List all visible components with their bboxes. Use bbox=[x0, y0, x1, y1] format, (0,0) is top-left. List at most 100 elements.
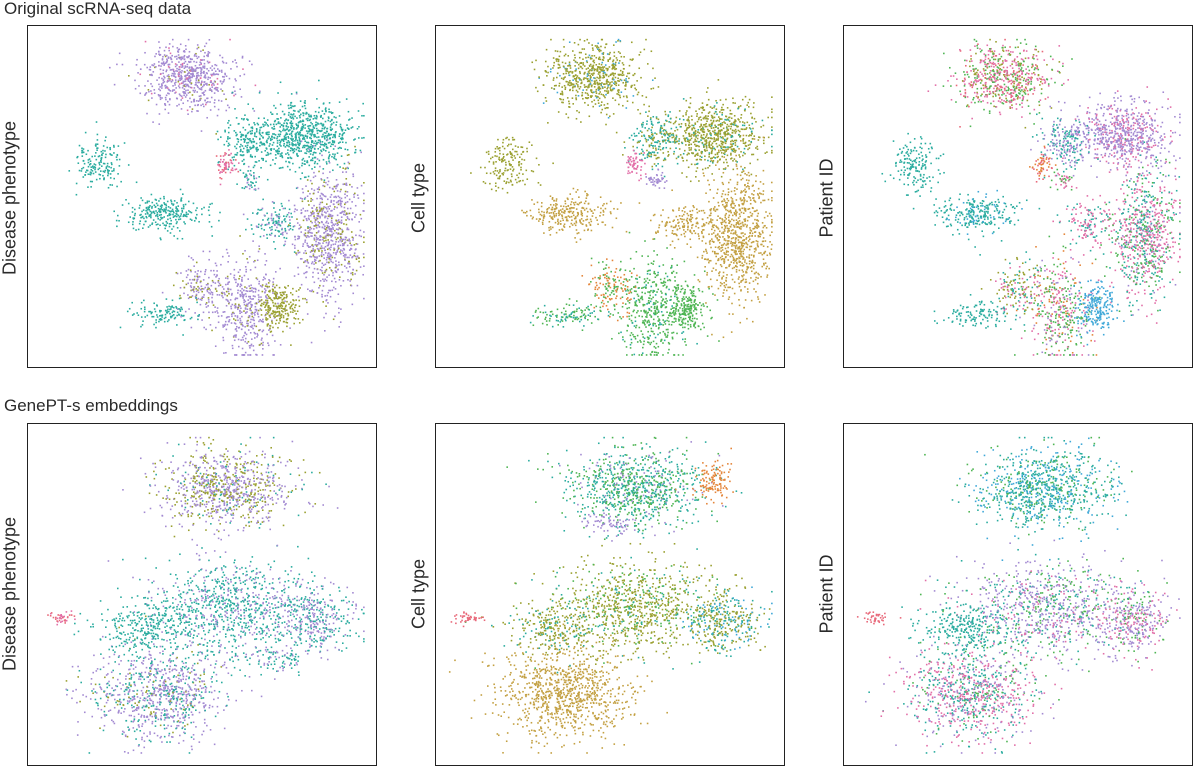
cell-point bbox=[331, 214, 334, 217]
cell-point bbox=[254, 259, 256, 262]
cell-point bbox=[329, 215, 331, 218]
cell-point bbox=[172, 68, 174, 71]
cell-point bbox=[218, 219, 220, 222]
cell-point bbox=[344, 190, 347, 193]
cell-point bbox=[300, 211, 303, 214]
cell-point bbox=[155, 326, 157, 329]
cell-point bbox=[279, 133, 282, 136]
cell-point bbox=[306, 160, 309, 162]
cell-point bbox=[191, 108, 194, 110]
cell-point bbox=[235, 330, 238, 332]
cell-point bbox=[237, 162, 240, 164]
cell-point bbox=[682, 98, 685, 100]
cell-point bbox=[227, 165, 230, 168]
cell-point bbox=[329, 128, 332, 131]
cell-point bbox=[620, 55, 623, 58]
cell-point bbox=[593, 59, 595, 62]
cell-point bbox=[571, 72, 574, 74]
cell-point bbox=[233, 335, 235, 337]
cell-point bbox=[298, 150, 301, 153]
cell-point bbox=[363, 236, 365, 239]
cell-point bbox=[102, 152, 104, 155]
cell-point bbox=[246, 144, 249, 147]
cluster-12 bbox=[236, 165, 260, 191]
cell-point bbox=[305, 144, 307, 147]
cell-point bbox=[311, 221, 313, 224]
cell-point bbox=[152, 210, 155, 213]
cell-point bbox=[269, 331, 272, 333]
cell-point bbox=[210, 96, 213, 99]
cell-point bbox=[248, 60, 251, 62]
cell-point bbox=[164, 316, 167, 319]
cell-point bbox=[137, 72, 139, 74]
cell-point bbox=[607, 86, 609, 89]
cell-point bbox=[271, 228, 273, 231]
cell-point bbox=[203, 45, 206, 48]
cell-point bbox=[351, 126, 354, 128]
cell-point bbox=[187, 113, 189, 115]
cell-point bbox=[721, 129, 723, 132]
cell-point bbox=[262, 279, 264, 281]
cell-point bbox=[188, 210, 190, 212]
cell-point bbox=[225, 165, 227, 167]
cell-point bbox=[80, 170, 83, 172]
cell-point bbox=[569, 67, 572, 69]
cell-point bbox=[633, 72, 636, 75]
cell-point bbox=[553, 88, 556, 90]
cell-point bbox=[328, 108, 330, 111]
cell-point bbox=[182, 204, 185, 206]
cell-point bbox=[582, 63, 585, 66]
cell-point bbox=[168, 63, 171, 66]
cell-point bbox=[241, 278, 243, 281]
cell-point bbox=[156, 213, 159, 216]
cell-point bbox=[717, 79, 720, 81]
cell-point bbox=[131, 301, 133, 304]
cell-point bbox=[118, 158, 121, 161]
cell-point bbox=[319, 236, 321, 238]
cell-point bbox=[335, 124, 337, 126]
cell-point bbox=[749, 143, 751, 146]
cell-point bbox=[180, 108, 183, 110]
cell-point bbox=[229, 171, 232, 174]
cell-point bbox=[207, 288, 209, 291]
cell-point bbox=[98, 155, 101, 157]
cell-point bbox=[631, 101, 634, 104]
cell-point bbox=[575, 77, 578, 79]
cell-point bbox=[310, 341, 313, 344]
cell-point bbox=[154, 221, 157, 224]
cell-point bbox=[267, 342, 269, 344]
cell-point bbox=[81, 155, 84, 157]
cell-point bbox=[598, 86, 600, 88]
cell-point bbox=[329, 234, 332, 237]
cell-point bbox=[320, 197, 323, 199]
cell-point bbox=[328, 208, 331, 210]
cell-point bbox=[249, 297, 252, 300]
cell-point bbox=[176, 47, 179, 49]
cell-point bbox=[606, 80, 609, 83]
cell-point bbox=[189, 81, 191, 84]
cell-point bbox=[234, 108, 236, 110]
cell-point bbox=[326, 147, 329, 149]
cell-point bbox=[241, 292, 243, 294]
cell-point bbox=[284, 312, 287, 315]
cell-point bbox=[279, 303, 282, 305]
cell-point bbox=[320, 192, 323, 195]
cell-point bbox=[152, 71, 155, 73]
cell-point bbox=[277, 215, 280, 218]
cell-point bbox=[604, 86, 606, 89]
cell-point bbox=[301, 164, 303, 167]
cell-point bbox=[184, 65, 187, 67]
cell-point bbox=[290, 124, 293, 127]
cell-point bbox=[625, 78, 627, 80]
cell-point bbox=[203, 62, 206, 65]
cell-point bbox=[140, 307, 143, 310]
cell-point bbox=[597, 42, 599, 45]
cell-point bbox=[283, 236, 286, 239]
cell-point bbox=[251, 132, 253, 135]
cell-point bbox=[210, 80, 212, 82]
cell-point bbox=[244, 145, 247, 147]
cell-point bbox=[233, 304, 236, 307]
cell-point bbox=[217, 321, 220, 324]
cell-point bbox=[106, 165, 109, 167]
cell-point bbox=[599, 58, 602, 61]
